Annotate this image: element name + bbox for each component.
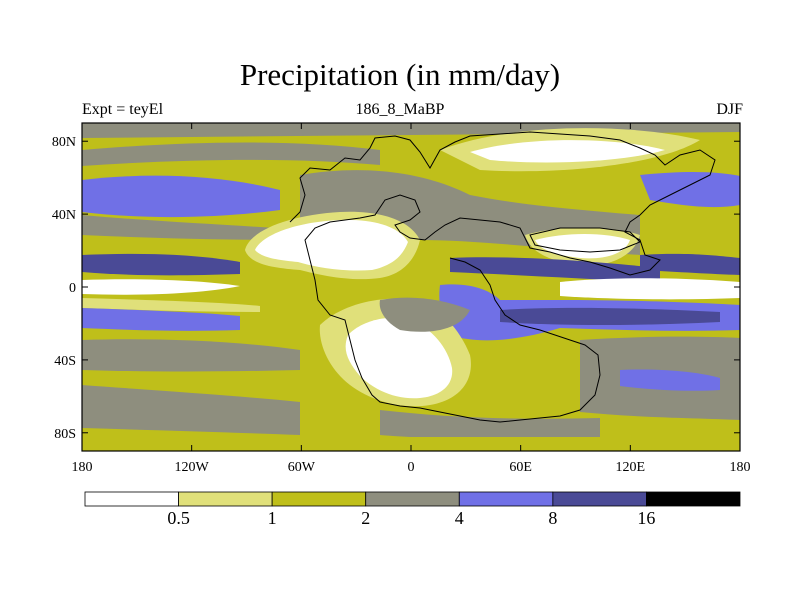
lat-tick-label: 0 xyxy=(69,281,76,296)
arctic-gray-band xyxy=(82,123,740,138)
lon-tick-label: 60W xyxy=(288,460,316,475)
equatorial-pacific-dry xyxy=(82,279,240,295)
equatorial-pale-band xyxy=(82,298,260,312)
colorbar-label: 1 xyxy=(268,508,277,528)
colorbar-swatch xyxy=(646,491,741,507)
coastline xyxy=(289,131,716,423)
coastline-inland-sea xyxy=(529,227,641,253)
antarctic-olive xyxy=(82,437,740,451)
longitude-axis: 180 120W 60W 0 60E 120E 180 xyxy=(72,123,751,475)
lat-tick-label: 80N xyxy=(52,135,76,150)
south-midlat-gray-west xyxy=(82,339,300,372)
lon-tick-label: 120E xyxy=(616,460,646,475)
colorbar-swatch xyxy=(271,491,367,507)
colorbar-swatch xyxy=(458,491,554,507)
experiment-label: Expt = teyEl xyxy=(82,101,164,118)
central-pangea-gray xyxy=(379,297,470,332)
season-label: DJF xyxy=(716,101,743,118)
lat-tick-label: 40S xyxy=(54,354,76,369)
colorbar-label: 2 xyxy=(361,508,370,528)
north-pacific-storm-track xyxy=(82,175,280,218)
subtropic-gray xyxy=(82,215,300,240)
colorbar: 0.5 1 2 4 8 16 xyxy=(84,491,741,528)
equatorial-east-dry xyxy=(560,278,740,300)
lat-tick-label: 40N xyxy=(52,208,76,223)
lon-tick-label: 0 xyxy=(408,460,415,475)
colorbar-swatch xyxy=(84,491,179,507)
south-tethys-navy xyxy=(500,307,720,325)
period-label: 186_8_MaBP xyxy=(355,101,445,118)
colorbar-label: 16 xyxy=(637,508,655,528)
south-pangea-gray xyxy=(380,410,600,441)
east-asia-desert xyxy=(535,234,630,259)
north-pangea-desert xyxy=(255,219,408,271)
south-east-blue-patch xyxy=(620,369,720,391)
colorbar-swatch xyxy=(365,491,460,507)
colorbar-swatch xyxy=(552,491,647,507)
lon-tick-label: 180 xyxy=(730,460,751,475)
pacific-north-itcz-navy xyxy=(82,253,240,276)
lon-tick-label: 180 xyxy=(72,460,93,475)
colorbar-label: 0.5 xyxy=(167,508,190,528)
south-pacific-wet xyxy=(82,308,240,331)
north-pacific-west-track xyxy=(640,172,740,208)
map-title: Precipitation (in mm/day) xyxy=(239,57,561,92)
tethys-wet-band xyxy=(450,257,660,282)
siberia-dry xyxy=(470,140,665,163)
lat-tick-label: 80S xyxy=(54,427,76,442)
colorbar-label: 4 xyxy=(455,508,464,528)
south-pangea-desert xyxy=(345,317,453,399)
precipitation-field xyxy=(82,123,740,451)
panthalassa-east-navy xyxy=(640,253,740,275)
colorbar-label: 8 xyxy=(548,508,557,528)
lon-tick-label: 120W xyxy=(175,460,210,475)
latitude-axis: 80N 40N 0 40S 80S xyxy=(52,135,740,442)
lon-tick-label: 60E xyxy=(509,460,532,475)
north-midlat-gray xyxy=(82,142,380,166)
colorbar-swatch xyxy=(178,491,273,507)
southern-ocean-gray xyxy=(82,385,300,435)
